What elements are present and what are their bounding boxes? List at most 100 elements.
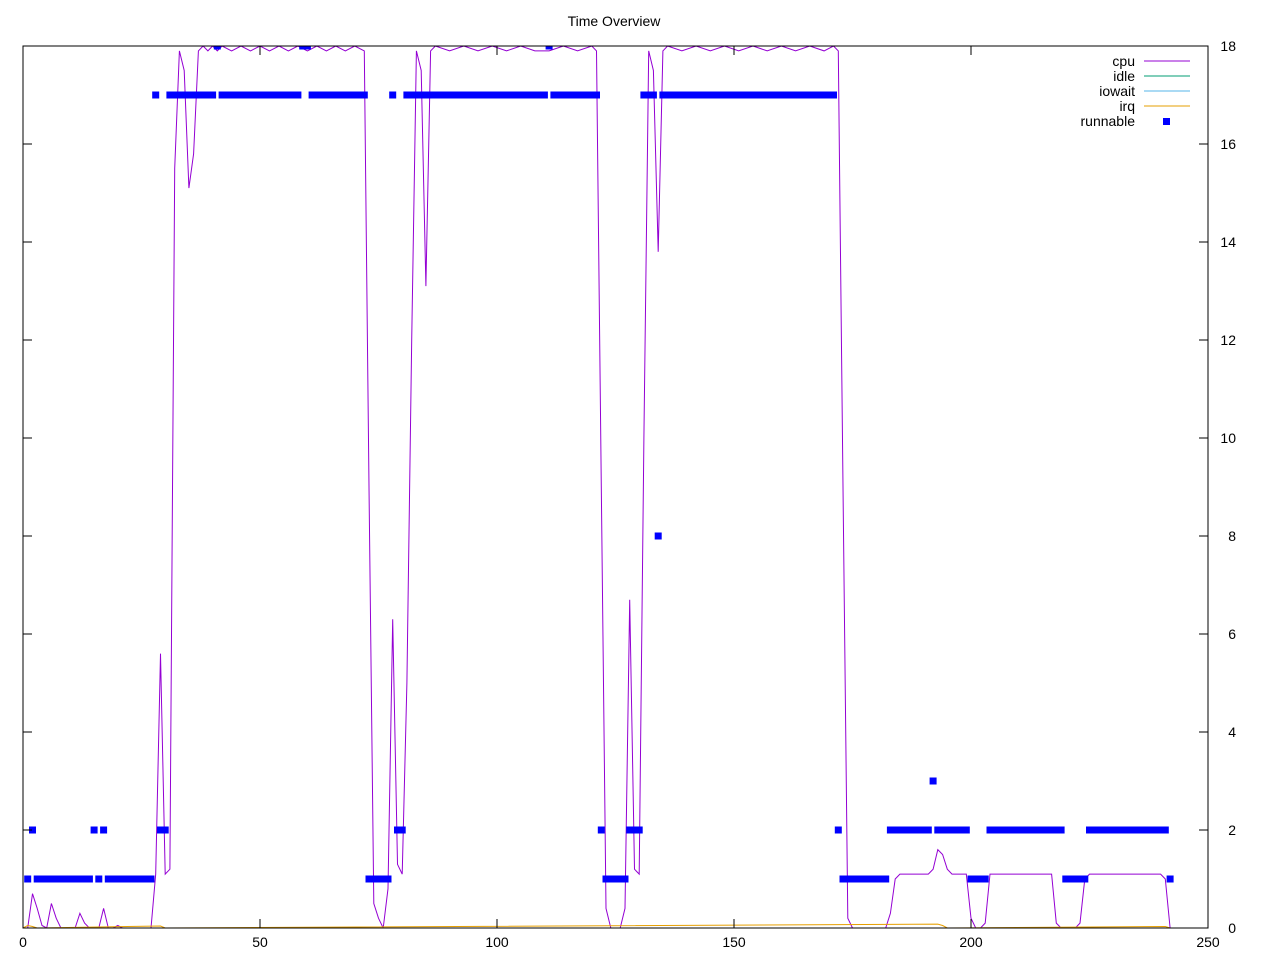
y-tick-label: 12 [1220, 332, 1236, 348]
runnable-point [702, 91, 710, 99]
legend-swatch [1163, 118, 1170, 125]
runnable-point [550, 91, 558, 99]
runnable-point [687, 91, 695, 99]
series-layer [23, 46, 1174, 928]
runnable-point [1119, 826, 1127, 834]
runnable-point [455, 91, 463, 99]
runnable-point [521, 91, 529, 99]
runnable-point [436, 91, 444, 99]
runnable-point [47, 875, 55, 883]
runnable-point [266, 91, 273, 99]
y-tick-label: 8 [1228, 528, 1236, 544]
runnable-point [749, 91, 757, 99]
x-tick-label: 150 [722, 934, 746, 950]
runnable-point [228, 91, 236, 99]
runnable-point [375, 875, 382, 883]
runnable-point [379, 875, 387, 883]
runnable-point [801, 91, 809, 99]
runnable-point [597, 826, 605, 834]
runnable-point [1090, 826, 1098, 834]
runnable-point [730, 91, 738, 99]
x-tick-label: 0 [19, 934, 27, 950]
runnable-point [825, 91, 833, 99]
chart-title: Time Overview [568, 13, 662, 29]
runnable-point [33, 875, 41, 883]
runnable-point [901, 826, 909, 834]
x-axis: 0 50 100 150 200 250 [19, 46, 1220, 950]
runnable-point [588, 91, 596, 99]
runnable-point [1057, 826, 1065, 834]
runnable-point [934, 826, 942, 834]
runnable-point [270, 91, 278, 99]
runnable-point [408, 91, 416, 99]
runnable-point [1048, 826, 1056, 834]
runnable-point [706, 91, 714, 99]
runnable-point [66, 875, 74, 883]
legend-label: irq [1119, 98, 1135, 114]
runnable-point [128, 875, 136, 883]
runnable-point [545, 46, 553, 50]
legend-item-cpu: cpu [1112, 53, 1190, 69]
series-line-cpu [23, 46, 1171, 928]
runnable-point [341, 91, 349, 99]
runnable-point [332, 91, 340, 99]
legend-label: iowait [1099, 83, 1135, 99]
legend-item-runnable: runnable [1081, 113, 1170, 129]
runnable-point [536, 91, 544, 99]
y-tick-label: 18 [1220, 38, 1236, 54]
y-tick-label: 16 [1220, 136, 1236, 152]
runnable-point [853, 875, 861, 883]
legend-item-irq: irq [1119, 98, 1190, 114]
runnable-point [1024, 826, 1032, 834]
runnable-point [811, 91, 819, 99]
runnable-point [1038, 826, 1046, 834]
runnable-point [398, 826, 406, 834]
runnable-point [71, 875, 79, 883]
runnable-point [939, 826, 947, 834]
y-tick-label: 0 [1228, 920, 1236, 936]
runnable-point [488, 91, 496, 99]
runnable-point [645, 91, 653, 99]
runnable-point [678, 91, 686, 99]
runnable-point [631, 826, 638, 834]
y-tick-label: 4 [1228, 724, 1236, 740]
runnable-point [446, 91, 454, 99]
runnable-point [668, 91, 676, 99]
runnable-point [763, 91, 771, 99]
runnable-point [213, 46, 221, 50]
runnable-point [356, 91, 363, 99]
runnable-point [370, 875, 378, 883]
runnable-point [142, 875, 150, 883]
runnable-point [849, 875, 856, 883]
x-tick-label: 200 [959, 934, 983, 950]
runnable-point [62, 875, 70, 883]
runnable-point [721, 91, 728, 99]
runnable-point [635, 826, 643, 834]
runnable-point [1105, 826, 1112, 834]
runnable-point [782, 91, 790, 99]
x-tick-label: 50 [252, 934, 268, 950]
runnable-point [95, 875, 103, 883]
runnable-point [621, 875, 629, 883]
runnable-point [602, 875, 610, 883]
runnable-point [199, 91, 207, 99]
runnable-point [1147, 826, 1155, 834]
runnable-point [299, 46, 307, 50]
runnable-point [583, 91, 591, 99]
runnable-point [967, 875, 975, 883]
runnable-point [559, 91, 567, 99]
runnable-point [223, 91, 231, 99]
runnable-point [773, 91, 781, 99]
runnable-point [991, 826, 999, 834]
runnable-point [640, 91, 648, 99]
runnable-point [100, 826, 108, 834]
runnable-point [1081, 875, 1089, 883]
runnable-point [872, 875, 880, 883]
runnable-point [360, 91, 368, 99]
runnable-point [735, 91, 743, 99]
runnable-point [493, 91, 501, 99]
runnable-point [412, 91, 420, 99]
runnable-point [806, 91, 814, 99]
runnable-point [166, 91, 174, 99]
